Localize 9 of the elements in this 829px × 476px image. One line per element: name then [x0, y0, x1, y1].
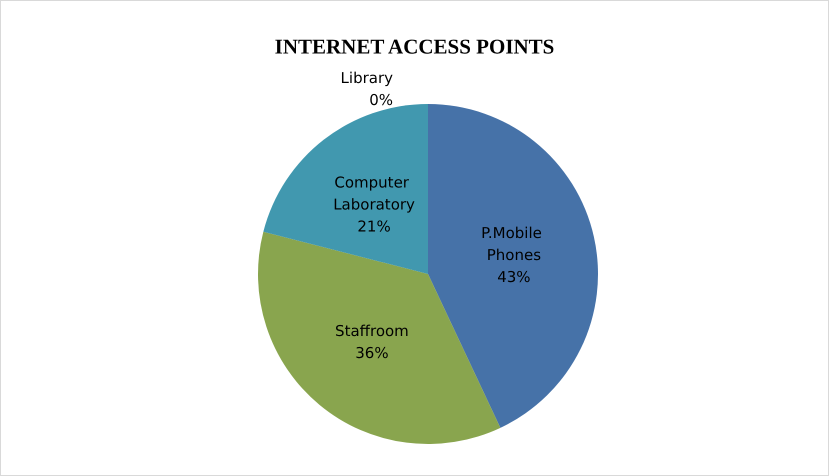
data-label: 36%: [355, 344, 389, 362]
slice-label: P.Mobile Phones: [481, 224, 547, 264]
text: 0%: [369, 91, 393, 109]
slice-label: Computer Laboratory: [333, 173, 416, 214]
data-label: 21%: [357, 217, 391, 236]
slice-label: Staffroom: [335, 322, 409, 340]
chart-title: INTERNET ACCESS POINTS: [274, 34, 554, 58]
category-label: Library: [340, 69, 393, 87]
data-label: 43%: [497, 268, 531, 286]
